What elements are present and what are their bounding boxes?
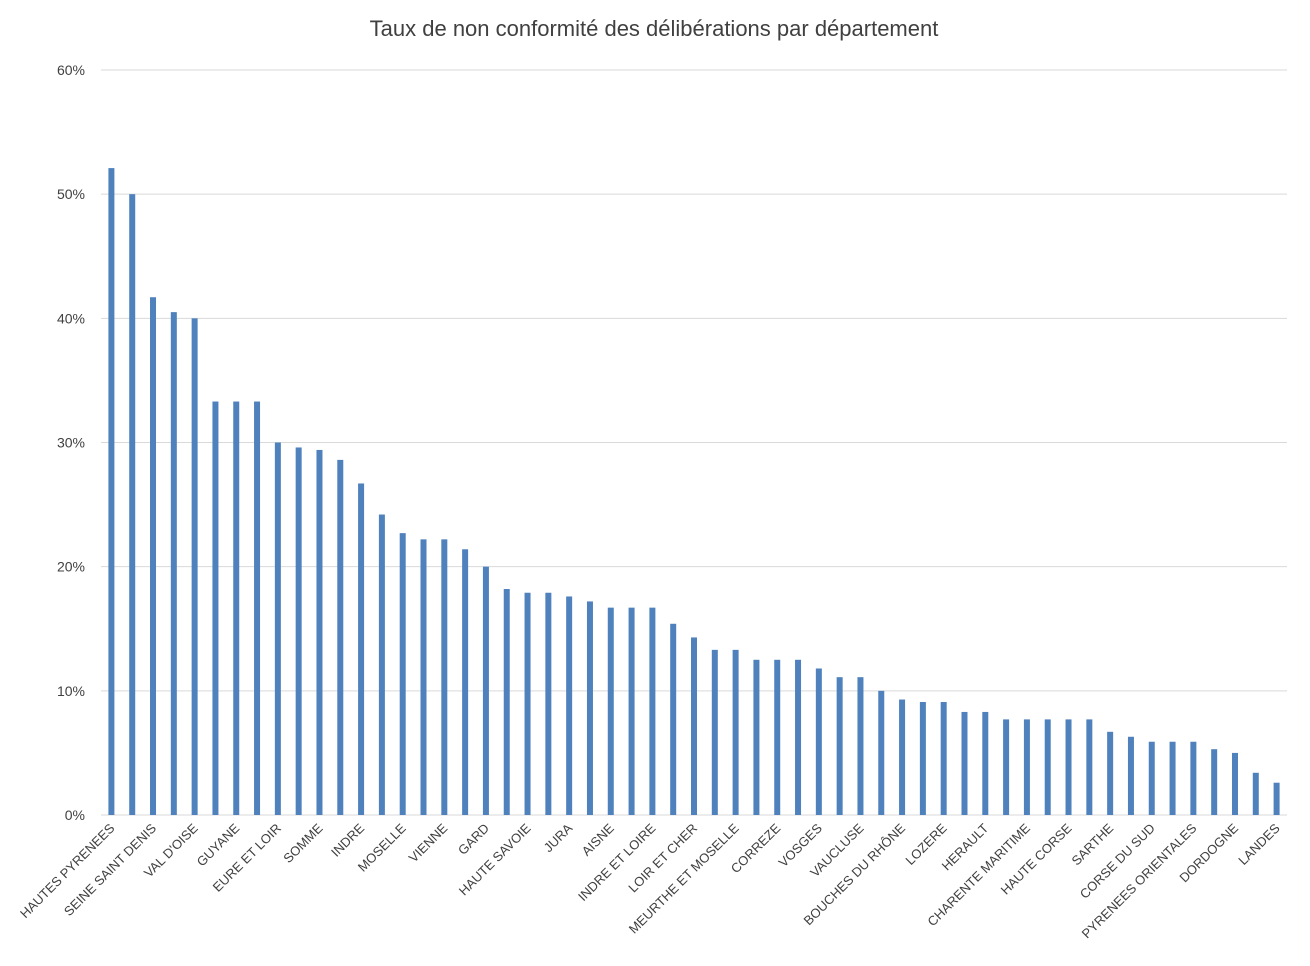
bar (524, 592, 531, 815)
bar (316, 449, 323, 815)
bar (836, 677, 843, 815)
bar (607, 607, 614, 815)
bar (170, 312, 177, 815)
bar (753, 659, 760, 815)
y-tick-label: 20% (57, 559, 85, 575)
bar (295, 447, 302, 815)
bar (399, 533, 406, 815)
bar (732, 649, 739, 815)
y-axis-ticks: 0% 10% 20% 30% 40% 50% 60% (57, 62, 85, 823)
bar (940, 702, 947, 815)
y-tick-label: 30% (57, 435, 85, 451)
bar (628, 607, 635, 815)
bar (1211, 749, 1218, 815)
x-category-label: INDRE (328, 820, 367, 859)
bar (212, 401, 219, 815)
x-category-label: AISNE (579, 820, 617, 858)
bar (274, 442, 281, 815)
bar (358, 483, 365, 815)
bars (108, 168, 1280, 816)
bar (108, 168, 115, 815)
bar (1003, 719, 1010, 815)
bar (670, 623, 677, 815)
bar (420, 539, 427, 815)
bar (441, 539, 448, 815)
bar (129, 194, 136, 815)
bar (566, 596, 573, 815)
bar (1086, 719, 1093, 815)
bar (378, 514, 385, 815)
bar (649, 607, 656, 815)
bar (899, 699, 906, 815)
bar (191, 318, 198, 815)
y-tick-label: 60% (57, 62, 85, 78)
bar (774, 659, 781, 815)
y-tick-label: 50% (57, 186, 85, 202)
bar (1107, 731, 1114, 815)
bar (1273, 782, 1280, 815)
x-category-label: HAUTE CORSE (998, 820, 1075, 897)
bar (337, 459, 344, 815)
bar (462, 549, 469, 815)
bar (233, 401, 240, 815)
bar (1023, 719, 1030, 815)
bar (1044, 719, 1051, 815)
bar (1231, 752, 1238, 815)
bar (815, 668, 822, 815)
x-category-label: GARD (455, 821, 492, 858)
bar (1190, 741, 1197, 815)
chart-title: Taux de non conformité des délibérations… (370, 16, 939, 41)
x-category-label: JURA (541, 820, 576, 855)
bar (711, 649, 718, 815)
bar (545, 592, 552, 815)
bar (503, 589, 510, 815)
bar (982, 711, 989, 815)
x-category-label: INDRE ET LOIRE (575, 820, 659, 904)
x-category-label: SOMME (280, 820, 326, 866)
bar (586, 601, 593, 815)
x-category-label: VIENNE (406, 820, 451, 865)
y-tick-label: 10% (57, 683, 85, 699)
bar (1252, 772, 1259, 815)
bar (1127, 736, 1134, 815)
x-category-label: CORSE DU SUD (1077, 821, 1158, 902)
bar (1148, 741, 1155, 815)
bar (795, 659, 802, 815)
bar (919, 702, 926, 815)
x-category-label: HAUTE SAVOIE (456, 820, 534, 898)
bar (254, 401, 261, 815)
bar (1169, 741, 1176, 815)
bar (961, 711, 968, 815)
bar (691, 637, 697, 815)
y-tick-label: 40% (57, 310, 85, 326)
bar (482, 566, 489, 815)
bar (150, 297, 157, 816)
bar (1065, 719, 1072, 815)
bar (878, 690, 885, 815)
y-tick-label: 0% (65, 807, 85, 823)
bar (857, 677, 864, 815)
x-category-label: LANDES (1235, 820, 1283, 868)
